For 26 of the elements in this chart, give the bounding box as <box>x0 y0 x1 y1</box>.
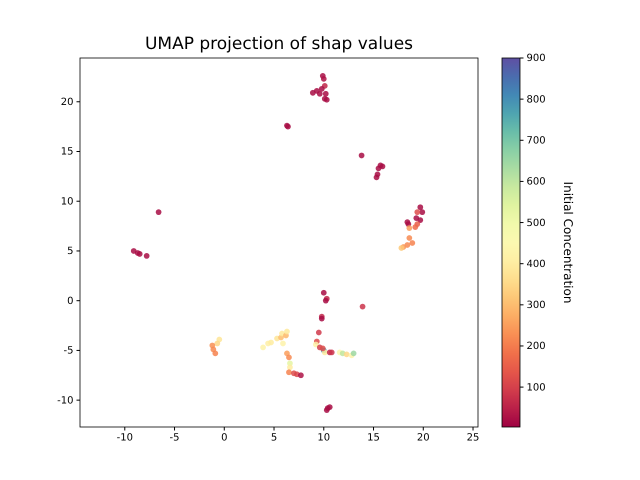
x-tick-label: 25 <box>466 432 480 444</box>
color-bar-title: Initial Concentration <box>561 182 575 304</box>
x-tick-label: 10 <box>317 432 330 444</box>
y-tick-label: 0 <box>67 296 74 307</box>
y-tick-label: 10 <box>60 196 74 208</box>
x-tick-label: 5 <box>270 432 278 444</box>
color-bar-label: 700 <box>526 135 546 146</box>
x-tick-label: 0 <box>221 432 228 444</box>
y-tick-label: -5 <box>64 346 74 357</box>
y-tick-label: 15 <box>60 146 74 158</box>
x-tick-label: -5 <box>170 432 180 444</box>
color-bar-label: 400 <box>526 258 546 270</box>
y-tick-label: 20 <box>60 96 74 108</box>
y-tick-label: -10 <box>57 395 74 406</box>
color-bar-label: 100 <box>526 382 546 394</box>
color-bar-label: 500 <box>526 218 546 229</box>
color-bar-label: 200 <box>526 341 546 352</box>
color-bar-label: 800 <box>526 94 546 106</box>
chart-title: UMAP projection of shap values <box>144 34 414 54</box>
color-bar-label: 600 <box>526 176 546 188</box>
x-tick-label: 15 <box>367 432 380 444</box>
y-tick-label: 5 <box>67 246 74 258</box>
x-tick-label: 20 <box>416 432 430 444</box>
color-bar-label: 900 <box>526 53 546 64</box>
x-tick-label: -10 <box>116 432 133 444</box>
color-bar-label: 300 <box>526 300 546 312</box>
